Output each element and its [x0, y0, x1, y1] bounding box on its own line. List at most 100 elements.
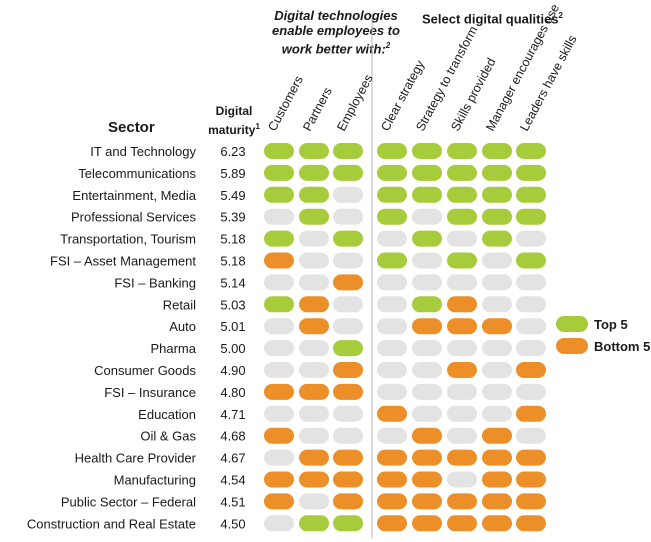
cell-top — [377, 186, 407, 203]
sector-label: Public Sector – Federal — [61, 494, 196, 509]
cell-bottom — [516, 515, 546, 532]
cell-neutral — [482, 340, 512, 357]
cell-bottom — [482, 493, 512, 510]
maturity-value: 5.89 — [220, 166, 245, 181]
cell-neutral — [482, 362, 512, 378]
cell-bottom — [299, 471, 329, 488]
cell-bottom — [482, 427, 512, 444]
cell-neutral — [447, 471, 477, 488]
legend-item-bottom: Bottom 5 — [556, 335, 650, 357]
cell-neutral — [516, 340, 546, 357]
cell-top — [299, 515, 329, 532]
maturity-header-line2: maturity — [208, 123, 256, 137]
maturity-value: 5.00 — [220, 341, 245, 356]
cell-bottom — [264, 383, 294, 400]
cell-top — [264, 186, 294, 203]
maturity-value: 5.14 — [220, 275, 245, 290]
cell-neutral — [299, 230, 329, 247]
cell-bottom — [377, 449, 407, 466]
cell-top — [516, 208, 546, 225]
cell-bottom — [482, 515, 512, 532]
cell-neutral — [447, 340, 477, 357]
cell-bottom — [412, 318, 442, 335]
cell-top — [299, 186, 329, 203]
maturity-value: 5.49 — [220, 188, 245, 203]
cell-top — [412, 143, 442, 159]
maturity-header-line1: Digital — [215, 104, 253, 118]
maturity-value: 5.18 — [220, 232, 245, 247]
cell-neutral — [377, 318, 407, 335]
cell-neutral — [264, 340, 294, 357]
cell-bottom — [447, 493, 477, 510]
sector-label: Manufacturing — [114, 473, 196, 488]
maturity-value: 4.50 — [220, 516, 245, 531]
cell-neutral — [299, 493, 329, 510]
cell-neutral — [516, 383, 546, 400]
cell-top — [447, 143, 477, 159]
cell-bottom — [516, 493, 546, 510]
cell-neutral — [377, 362, 407, 378]
cell-bottom — [333, 274, 363, 291]
cell-neutral — [516, 230, 546, 247]
sector-label: IT and Technology — [90, 144, 196, 159]
cell-top — [377, 252, 407, 269]
cell-top — [516, 164, 546, 181]
cell-top — [482, 230, 512, 247]
qualities-group-title: Select digital qualities — [422, 11, 559, 27]
cell-bottom — [412, 515, 442, 532]
cell-neutral — [264, 274, 294, 291]
cell-neutral — [482, 252, 512, 269]
column-header: Partners — [300, 85, 335, 133]
cell-top — [377, 164, 407, 181]
cell-bottom — [377, 515, 407, 532]
cell-top — [516, 186, 546, 203]
cell-top — [377, 208, 407, 225]
cell-bottom — [447, 296, 477, 313]
cell-neutral — [482, 296, 512, 313]
cell-bottom — [516, 471, 546, 488]
legend-swatch-bottom — [556, 338, 588, 354]
cell-neutral — [447, 383, 477, 400]
cell-top — [264, 164, 294, 181]
sector-label: Construction and Real Estate — [27, 516, 196, 531]
sector-label: Health Care Provider — [75, 451, 197, 466]
cell-top — [482, 164, 512, 181]
cell-top — [482, 143, 512, 159]
cell-neutral — [412, 362, 442, 378]
digital-maturity-header: Digital maturity1 — [205, 104, 263, 138]
sector-label: Consumer Goods — [94, 363, 196, 378]
cell-neutral — [412, 405, 442, 422]
technologies-note: 2 — [385, 41, 391, 50]
maturity-value: 5.01 — [220, 319, 245, 334]
cell-bottom — [299, 383, 329, 400]
cell-bottom — [264, 252, 294, 269]
cell-bottom — [377, 493, 407, 510]
cell-bottom — [264, 427, 294, 444]
maturity-value: 4.51 — [220, 494, 245, 509]
cell-neutral — [299, 405, 329, 422]
cell-neutral — [482, 405, 512, 422]
sector-column-header: Sector — [108, 119, 155, 136]
legend-label-top: Top 5 — [594, 316, 628, 332]
sector-label: Pharma — [150, 341, 196, 356]
sector-label: FSI – Banking — [114, 275, 196, 290]
cell-neutral — [333, 318, 363, 335]
cell-neutral — [264, 318, 294, 335]
cell-top — [299, 208, 329, 225]
cell-top — [333, 164, 363, 181]
cell-top — [412, 230, 442, 247]
cell-neutral — [447, 427, 477, 444]
cell-top — [264, 296, 294, 313]
cell-top — [516, 252, 546, 269]
maturity-value: 4.80 — [220, 385, 245, 400]
cell-neutral — [333, 296, 363, 313]
cell-bottom — [482, 318, 512, 335]
legend-label-bottom: Bottom 5 — [594, 338, 651, 354]
cell-bottom — [333, 383, 363, 400]
maturity-value: 5.39 — [220, 210, 245, 225]
cell-top — [333, 340, 363, 357]
sector-label: Education — [138, 407, 196, 422]
cell-neutral — [412, 274, 442, 291]
cell-neutral — [516, 318, 546, 335]
technologies-group-title: Digital technologies enable employees to… — [272, 8, 400, 57]
